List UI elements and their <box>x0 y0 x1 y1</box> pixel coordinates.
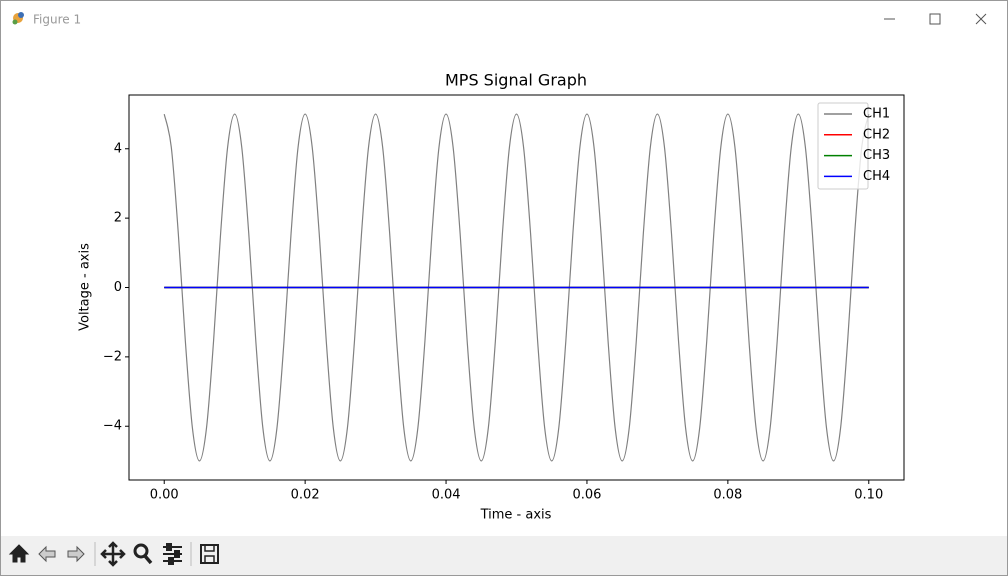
y-tick-label: −2 <box>103 349 122 364</box>
window-title: Figure 1 <box>33 13 81 27</box>
legend-label: CH3 <box>863 148 890 163</box>
x-tick-label: 0.02 <box>291 488 320 503</box>
legend <box>817 102 869 190</box>
x-tick-label: 0.06 <box>572 488 601 503</box>
x-axis-label: Time - axis <box>480 508 552 523</box>
maximize-button[interactable] <box>929 13 941 25</box>
zoom-button[interactable] <box>133 543 153 565</box>
legend-label: CH4 <box>863 169 890 184</box>
back-button[interactable] <box>38 545 56 563</box>
chart-title: MPS Signal Graph <box>445 71 587 90</box>
configure-button[interactable] <box>163 543 182 565</box>
home-button[interactable] <box>8 544 30 563</box>
forward-button[interactable] <box>67 545 85 563</box>
x-tick-label: 0.08 <box>713 488 742 503</box>
y-tick-label: 0 <box>114 280 122 295</box>
y-tick-label: 4 <box>114 141 122 156</box>
toolbar <box>1 536 1007 575</box>
x-tick-label: 0.00 <box>150 488 179 503</box>
x-tick-label: 0.04 <box>432 488 461 503</box>
y-tick-label: −4 <box>103 419 122 434</box>
legend-label: CH1 <box>863 107 890 122</box>
series-line <box>163 113 870 462</box>
pan-button[interactable] <box>100 541 126 567</box>
close-button[interactable] <box>975 13 987 25</box>
y-axis-label: Voltage - axis <box>78 243 93 331</box>
app-icon <box>12 12 24 25</box>
legend-label: CH2 <box>863 127 890 142</box>
y-tick-label: 2 <box>114 211 122 226</box>
x-tick-label: 0.10 <box>854 488 883 503</box>
save-button[interactable] <box>200 544 219 564</box>
